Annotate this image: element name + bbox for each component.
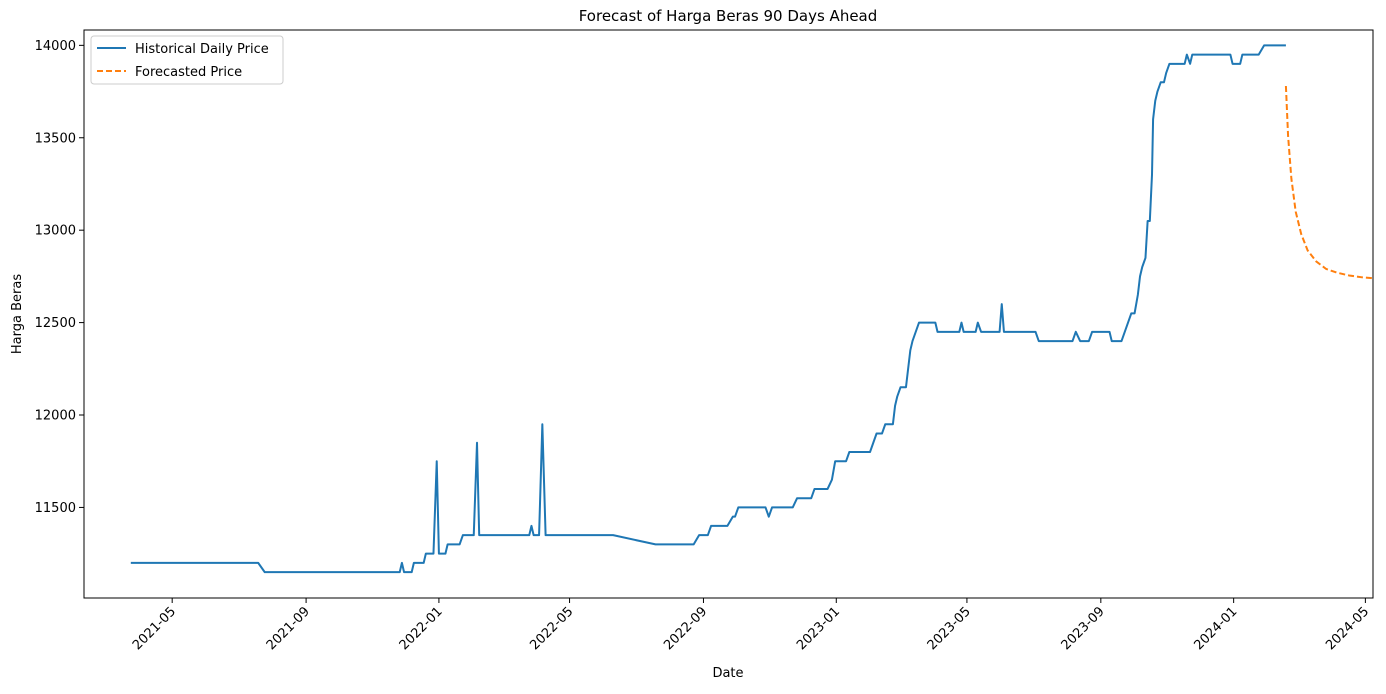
- x-tick-label: 2022-09: [661, 604, 710, 653]
- y-tick-label: 12000: [35, 409, 76, 424]
- y-tick-label: 12500: [35, 316, 76, 331]
- x-tick-label: 2022-05: [527, 604, 576, 653]
- x-axis-title: Date: [712, 666, 743, 681]
- x-tick-label: 2022-01: [397, 604, 446, 653]
- y-tick-label: 14000: [35, 39, 76, 54]
- x-tick-label: 2024-05: [1323, 604, 1372, 653]
- legend-label-forecast: Forecasted Price: [135, 65, 242, 80]
- x-tick-label: 2023-09: [1059, 604, 1108, 653]
- y-tick-label: 13500: [35, 131, 76, 146]
- chart-title: Forecast of Harga Beras 90 Days Ahead: [579, 7, 878, 25]
- x-tick-label: 2023-05: [925, 604, 974, 653]
- legend: Historical Daily Price Forecasted Price: [90, 35, 284, 85]
- y-tick-label: 13000: [35, 224, 76, 239]
- series-forecast-line: [1284, 85, 1374, 280]
- legend-label-historical: Historical Daily Price: [135, 42, 269, 57]
- x-tick-label: 2023-01: [794, 604, 843, 653]
- y-axis: 11500 12000 12500 13000 13500 14000: [35, 39, 84, 516]
- x-tick-label: 2021-09: [264, 604, 313, 653]
- legend-box: [90, 35, 284, 85]
- y-tick-label: 11500: [35, 501, 76, 516]
- x-tick-label: 2024-01: [1191, 604, 1240, 653]
- series-layer: [130, 44, 1374, 574]
- x-tick-label: 2021-05: [130, 604, 179, 653]
- x-axis: 2021-05 2021-09 2022-01 2022-05 2022-09 2023-…: [130, 598, 1372, 653]
- y-axis-title: Harga Beras: [10, 274, 25, 354]
- plot-frame: [83, 29, 1374, 599]
- series-historical-line: [130, 44, 1286, 574]
